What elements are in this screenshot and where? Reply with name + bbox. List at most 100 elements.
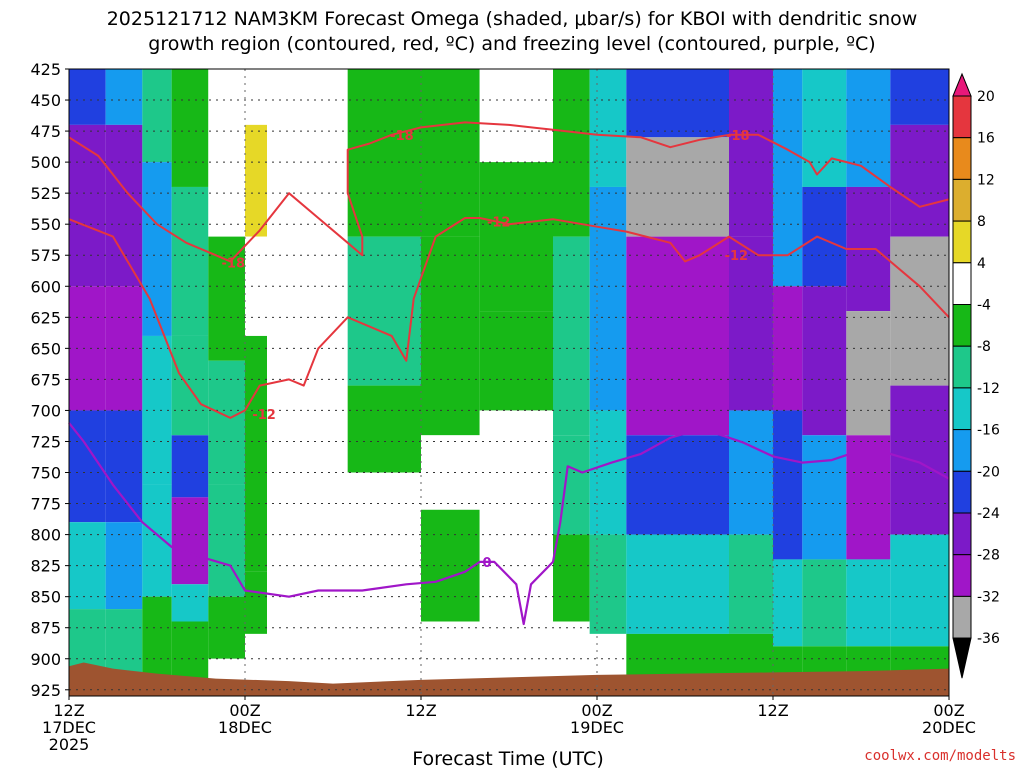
omega-cell-2-0 (142, 69, 172, 163)
omega-cell-15-2 (773, 410, 803, 560)
colorbar-segment-12 (952, 554, 972, 597)
omega-cell-7-0 (347, 69, 421, 237)
omega-cell-11-1 (589, 186, 627, 411)
colorbar-segment-9 (952, 429, 972, 472)
y-tick-label-500: 500 (30, 153, 61, 172)
omega-cell-1-1 (105, 124, 143, 287)
y-tick-label-925: 925 (30, 681, 61, 700)
omega-cell-16-2 (802, 286, 847, 436)
omega-cell-15-3 (773, 559, 803, 647)
omega-cell-5-5 (245, 571, 267, 634)
omega-cell-4-0 (208, 69, 245, 237)
x-tick-label-0-0: 12Z (53, 701, 84, 720)
omega-cell-8-3 (421, 509, 480, 622)
omega-cell-8-0 (421, 69, 480, 237)
omega-cell-5-1 (245, 124, 267, 237)
x-tick-label-36-0: 00Z (581, 701, 612, 720)
contour-freezing-line (68, 422, 950, 626)
colorbar-label-6: -8 (977, 339, 991, 355)
omega-cell-17-3 (846, 435, 891, 560)
omega-cell-11-3 (589, 534, 627, 634)
omega-cell-16-3 (802, 435, 847, 560)
contour-label-4: -18 (222, 257, 246, 272)
y-tick-label-900: 900 (30, 650, 61, 669)
omega-cell-7-2 (347, 385, 421, 473)
omega-cell-8-1 (421, 236, 480, 436)
omega-cell-16-4 (802, 559, 847, 647)
omega-cell-18-2 (890, 236, 949, 386)
y-tick-label-525: 525 (30, 184, 61, 203)
omega-cell-17-4 (846, 559, 891, 647)
y-tick-label-875: 875 (30, 619, 61, 638)
omega-cell-1-0 (105, 69, 143, 125)
colorbar-segment-10 (952, 470, 972, 514)
colorbar-segment-11 (952, 512, 972, 556)
omega-cell-9-3 (479, 410, 553, 696)
contour-minus18-line (68, 121, 950, 263)
y-tick-label-550: 550 (30, 215, 61, 234)
colorbar-segment-3 (952, 178, 972, 222)
y-tick-label-750: 750 (30, 464, 61, 483)
omega-cell-12-3 (626, 435, 685, 535)
contour-label-1: -12 (487, 216, 511, 231)
chart-title-line2: growth region (contoured, red, ºC) and f… (148, 33, 875, 55)
y-tick-label-700: 700 (30, 401, 61, 420)
omega-cell-2-1 (142, 162, 172, 336)
contour-minus12-line (68, 217, 950, 419)
chart-title-line1: 2025121712 NAM3KM Forecast Omega (shaded… (107, 8, 918, 30)
colorbar-label-5: -4 (977, 298, 991, 314)
y-tick-label-425: 425 (30, 60, 61, 79)
x-tick-label-48-0: 12Z (757, 701, 788, 720)
x-tick-label-0-2: 2025 (49, 735, 90, 754)
x-tick-label-36-1: 19DEC (570, 718, 624, 737)
contour-label-3: -12 (725, 249, 749, 264)
colorbar-segment-4 (952, 220, 972, 264)
colorbar-label-0: 20 (977, 89, 995, 105)
y-tick-label-850: 850 (30, 588, 61, 607)
colorbar-label-13: -36 (977, 631, 1000, 647)
x-tick-label-60-0: 00Z (933, 701, 964, 720)
colorbar-label-3: 8 (977, 214, 986, 230)
omega-cell-9-1 (479, 162, 553, 312)
colorbar-top-triangle (952, 72, 972, 97)
colorbar-segment-6 (952, 304, 972, 347)
colorbar-label-1: 16 (977, 131, 995, 147)
colorbar-label-10: -24 (977, 506, 1000, 522)
omega-cell-14-1 (729, 236, 773, 411)
x-tick-label-24-0: 12Z (405, 701, 436, 720)
omega-cell-5-4 (245, 410, 267, 572)
omega-cell-17-2 (846, 311, 891, 436)
omega-cell-3-0 (171, 69, 209, 187)
y-tick-label-725: 725 (30, 432, 61, 451)
terrain-fill (69, 662, 949, 696)
omega-cell-7-1 (347, 236, 421, 386)
omega-cell-9-2 (479, 311, 553, 411)
omega-cell-18-1 (890, 124, 949, 237)
omega-cell-3-3 (171, 435, 209, 498)
omega-cell-4-2 (208, 360, 245, 485)
omega-cell-5-0 (245, 69, 267, 125)
omega-cell-13-2 (685, 236, 729, 436)
x-tick-label-12-0: 00Z (229, 701, 260, 720)
y-tick-label-825: 825 (30, 557, 61, 576)
colorbar-label-11: -28 (977, 548, 1000, 564)
omega-cell-0-2 (69, 286, 106, 411)
omega-cell-8-2 (421, 435, 480, 510)
colorbar-label-2: 12 (977, 172, 995, 188)
omega-cell-11-0 (589, 69, 627, 187)
omega-cell-14-0 (729, 69, 773, 237)
omega-cell-0-1 (69, 124, 106, 287)
omega-cell-10-0 (553, 69, 590, 237)
colorbar: 20 16 12 8 4 -4 -8 -12 -16 -20 -24 -28 -32 -36 (952, 72, 1000, 679)
y-tick-label-450: 450 (30, 91, 61, 110)
y-axis: 425 450 475 500 525 550 575 600 625 650 675 700 725 7… (30, 60, 69, 700)
colorbar-bottom-triangle (952, 637, 972, 679)
omega-cell-13-3 (685, 435, 729, 535)
contour-label-5: -12 (252, 408, 276, 423)
omega-cell-12-2 (626, 236, 685, 436)
omega-cell-10-3 (553, 534, 590, 622)
omega-cell-0-4 (69, 522, 106, 610)
y-tick-label-650: 650 (30, 339, 61, 358)
